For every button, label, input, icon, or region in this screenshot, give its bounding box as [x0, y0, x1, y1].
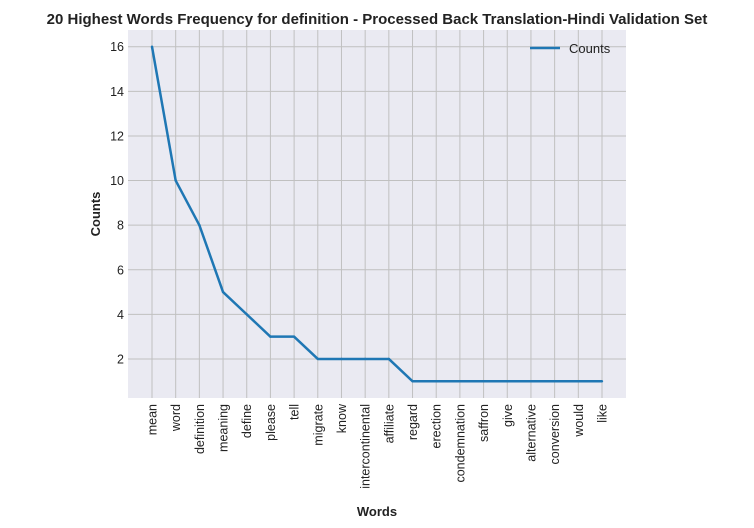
y-tick-label: 16 [110, 40, 124, 54]
data-point [482, 380, 485, 383]
y-tick-label: 10 [110, 174, 124, 188]
data-point [577, 380, 580, 383]
data-point [506, 380, 509, 383]
data-points [150, 45, 604, 383]
data-point [458, 380, 462, 383]
x-tick-label: regard [406, 404, 420, 440]
y-tick-label: 12 [110, 129, 124, 143]
x-tick-label: saffron [477, 404, 491, 442]
y-tick-label: 14 [110, 85, 124, 99]
x-tick-label: migrate [311, 404, 325, 446]
x-tick-label: mean [146, 404, 160, 435]
data-point [435, 380, 438, 383]
data-point [387, 357, 391, 361]
x-tick-label: affiliate [382, 404, 396, 443]
x-tick-label: conversion [548, 404, 562, 464]
legend: Counts [530, 41, 611, 56]
x-tick-label: give [501, 404, 515, 427]
x-tick-label: condemnation [453, 404, 467, 483]
data-point [269, 335, 272, 338]
data-point [292, 335, 296, 338]
x-axis-ticks: mean word definition meaning define please tel… [146, 403, 610, 489]
x-tick-label: tell [288, 404, 302, 420]
x-axis-label: Words [357, 504, 397, 519]
data-point [245, 313, 248, 316]
y-axis-label: Counts [88, 192, 103, 237]
x-tick-label: erection [430, 404, 444, 449]
x-tick-label: please [264, 404, 278, 441]
y-tick-label: 6 [117, 263, 124, 277]
x-tick-label: alternative [524, 404, 538, 462]
x-tick-label: word [169, 404, 183, 432]
x-tick-label: know [335, 403, 349, 433]
data-point [600, 380, 604, 383]
data-point [529, 380, 533, 383]
y-tick-label: 4 [117, 308, 124, 322]
data-point [198, 223, 201, 227]
series-line-counts [150, 46, 602, 383]
data-point [340, 357, 343, 361]
data-point [316, 357, 319, 361]
data-point [553, 380, 556, 383]
x-tick-label: define [240, 404, 254, 438]
chart-title: 20 Highest Words Frequency for definitio… [47, 11, 708, 28]
data-point [411, 380, 414, 383]
x-tick-label: would [572, 404, 586, 438]
x-tick-label: meaning [217, 404, 231, 452]
y-tick-label: 2 [117, 352, 124, 366]
legend-label-counts: Counts [569, 41, 611, 56]
data-point [150, 45, 154, 48]
x-tick-label: intercontinental [359, 404, 373, 489]
x-tick-label: like [596, 404, 610, 423]
y-axis-ticks: 2 4 6 8 10 12 14 16 [110, 40, 124, 366]
plot-area [128, 30, 626, 398]
data-point [174, 179, 177, 182]
data-point [363, 357, 367, 361]
data-point [221, 290, 225, 294]
x-tick-label: definition [193, 404, 207, 454]
y-tick-label: 8 [117, 219, 124, 233]
